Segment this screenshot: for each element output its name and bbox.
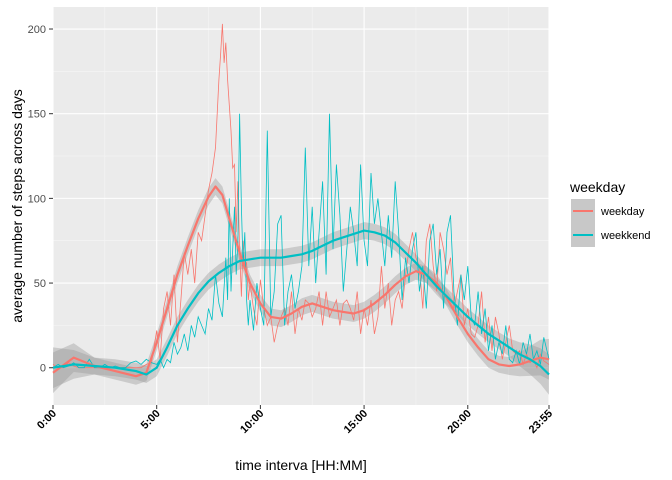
grid-minor bbox=[53, 7, 549, 405]
y-tick-label: 200 bbox=[28, 24, 46, 36]
smooth-line-weekday bbox=[52, 185, 550, 378]
legend-item-weekkend: weekkend bbox=[571, 223, 651, 247]
x-tick-label: 10:00 bbox=[238, 408, 266, 436]
x-tick-label: 20:00 bbox=[446, 408, 474, 436]
legend-item-weekday: weekday bbox=[571, 199, 645, 223]
band-weekday bbox=[53, 178, 549, 394]
legend-label-weekkend: weekkend bbox=[600, 230, 651, 242]
legend-label-weekday: weekday bbox=[600, 206, 645, 218]
y-tick-label: 0 bbox=[40, 363, 46, 375]
plot-panel bbox=[53, 7, 549, 405]
y-tick-label: 150 bbox=[28, 109, 46, 121]
y-tick-label: 100 bbox=[28, 193, 46, 205]
x-tick-label: 15:00 bbox=[342, 408, 370, 436]
raw-lines bbox=[52, 23, 550, 369]
x-axis-title: time interva [HH:MM] bbox=[235, 457, 366, 473]
legend-title: weekday bbox=[569, 179, 625, 195]
smooth-line-weekkend bbox=[52, 229, 550, 376]
smooth-lines bbox=[52, 185, 550, 378]
y-tick-label: 50 bbox=[34, 278, 46, 290]
x-tick-label: 0:00 bbox=[35, 408, 59, 432]
y-axis-title: average number of steps across days bbox=[9, 89, 25, 322]
x-tick-label: 23:55 bbox=[527, 408, 555, 436]
y-axis: 0 50 100 150 200 bbox=[28, 24, 53, 375]
x-axis: 0:00 5:00 10:00 15:00 20:00 23:55 bbox=[35, 405, 555, 436]
raw-line-weekkend bbox=[52, 113, 550, 369]
legend: weekday weekday weekkend bbox=[569, 179, 651, 247]
x-tick-label: 5:00 bbox=[139, 408, 163, 432]
raw-line-weekday bbox=[52, 23, 550, 369]
